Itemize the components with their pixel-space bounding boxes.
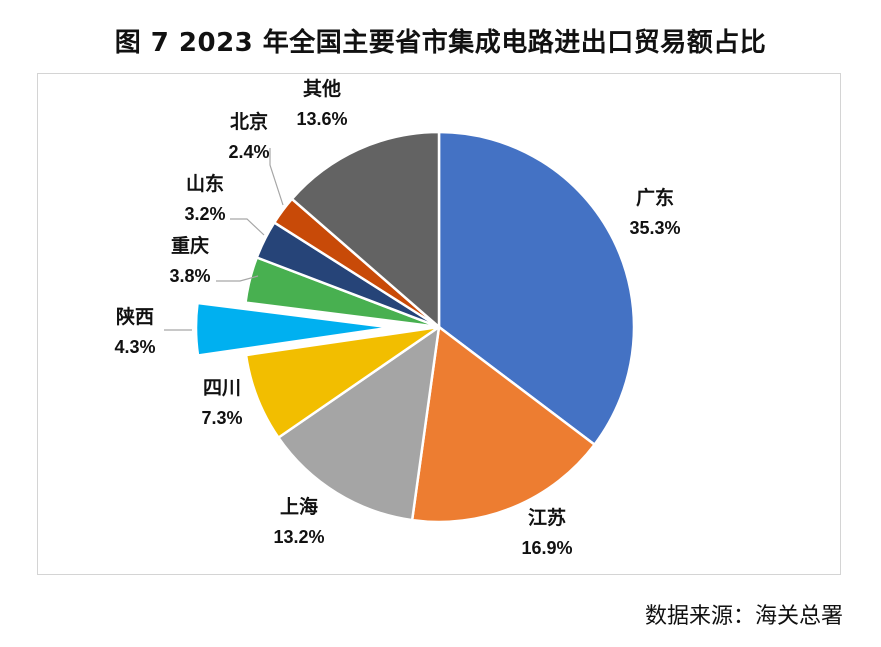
slice-value-label: 35.3%	[629, 218, 680, 238]
chart-title: 图 7 2023 年全国主要省市集成电路进出口贸易额占比	[114, 28, 767, 58]
leader-line	[230, 218, 265, 236]
slice-label: 广东	[636, 186, 674, 209]
pie-slices	[194, 130, 636, 524]
pie-slice	[244, 325, 441, 439]
slice-value-label: 7.3%	[201, 408, 242, 428]
slice-label: 其他	[303, 77, 341, 100]
pie-slice	[410, 325, 596, 524]
slice-label: 四川	[203, 377, 241, 399]
slice-value-label: 2.4%	[228, 142, 269, 162]
slice-label: 重庆	[171, 234, 209, 257]
slice-value-label: 4.3%	[114, 337, 155, 357]
data-source: 数据来源：海关总署	[644, 604, 843, 629]
pie-slice	[290, 130, 441, 329]
slice-label: 陕西	[116, 305, 154, 328]
slice-label: 江苏	[528, 506, 566, 529]
pie-slice	[437, 130, 636, 446]
slice-label: 上海	[280, 495, 318, 518]
slice-value-label: 3.2%	[184, 204, 225, 224]
leader-line	[216, 275, 259, 282]
leader-lines	[164, 148, 284, 331]
slice-label: 北京	[230, 110, 268, 133]
leader-line	[269, 148, 284, 206]
pie-slice	[194, 301, 393, 357]
slice-value-label: 13.2%	[273, 527, 324, 547]
slice-labels: 广东 35.3% 江苏 16.9% 上海 13.2% 四川 7.3% 陕西 4.3% 重庆 3.8% 山…	[114, 77, 680, 558]
slice-value-label: 3.8%	[169, 266, 210, 286]
slice-value-label: 16.9%	[521, 538, 572, 558]
slice-label: 山东	[186, 172, 224, 195]
pie-slice	[277, 325, 441, 522]
slice-value-label: 13.6%	[296, 109, 347, 129]
